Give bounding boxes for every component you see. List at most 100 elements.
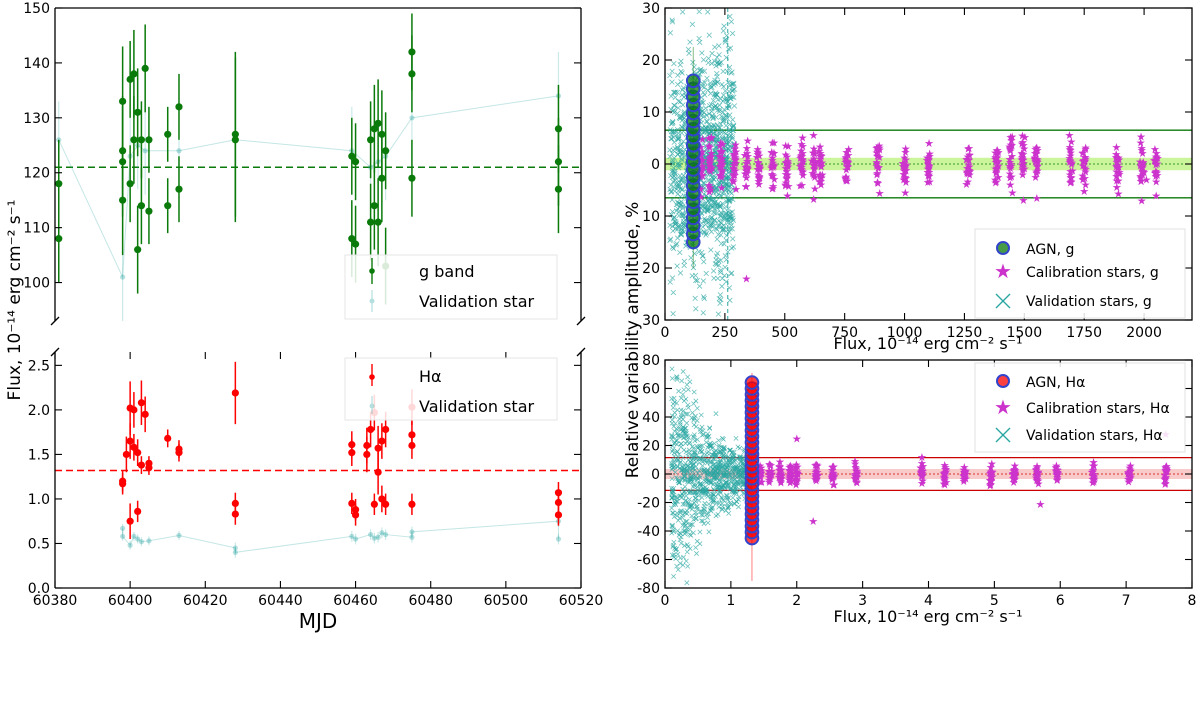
validation-star-cross (697, 508, 703, 514)
calibration-star-point: ★ (715, 150, 725, 163)
validation-star-cross (700, 512, 706, 518)
calibration-star-point: ★ (785, 472, 795, 485)
calibration-star-point: ★ (898, 160, 908, 173)
calibration-star-point: ★ (768, 169, 778, 182)
calibration-star-point: ★ (1030, 147, 1040, 160)
validation-star-cross (673, 208, 680, 214)
x-tick-label: 5 (990, 593, 999, 609)
calibration-star-point: ★ (872, 147, 882, 160)
calibration-star-point: ★ (1018, 168, 1028, 181)
validation-star-cross (720, 28, 727, 34)
calibration-star-point: ★ (900, 186, 910, 199)
validation-star-cross (672, 399, 678, 405)
calibration-star-point: ★ (797, 179, 807, 192)
bottom-right-xlabel: Flux, 10⁻¹⁴ erg cm⁻² s⁻¹ (833, 607, 1022, 626)
calibration-star-point: ★ (940, 472, 950, 485)
validation-star-cross (722, 210, 729, 217)
validation-star-cross (714, 143, 720, 149)
calibration-star-point: ★ (741, 157, 751, 170)
validation-star-cross (728, 18, 735, 25)
validation-star-cross (672, 414, 678, 420)
calibration-star-point: ★ (1081, 163, 1091, 176)
calibration-star-point: ★ (698, 154, 708, 167)
validation-star-cross (708, 247, 714, 253)
calibration-star-point: ★ (783, 169, 793, 182)
calibration-star-point: ★ (1005, 141, 1015, 154)
calibration-star-point: ★ (1020, 131, 1030, 144)
validation-star-cross (724, 175, 730, 181)
calibration-star-outlier: ★ (808, 515, 818, 528)
calibration-star-point: ★ (731, 138, 741, 151)
calibration-star-point: ★ (767, 146, 777, 159)
calibration-star-point: ★ (793, 468, 803, 481)
validation-star-cross (716, 218, 722, 224)
calibration-star-point: ★ (813, 466, 823, 479)
calibration-star-point: ★ (1114, 187, 1124, 200)
validation-star-cross (678, 540, 684, 546)
calibration-star-point: ★ (1032, 466, 1042, 479)
calibration-star-point: ★ (900, 165, 910, 178)
y-tick-label: -60 (637, 553, 660, 569)
validation-star-cross (671, 441, 677, 447)
calibration-star-point: ★ (959, 469, 969, 482)
calibration-star-point: ★ (1065, 143, 1075, 156)
calibration-star-point: ★ (852, 468, 862, 481)
validation-star-cross (692, 449, 698, 455)
data-point (130, 406, 138, 414)
calibration-star-point: ★ (791, 463, 801, 476)
x-tick-label: 60520 (559, 593, 604, 609)
data-point (374, 218, 382, 226)
calibration-star-point: ★ (1031, 147, 1041, 160)
y-tick-label: -20 (637, 496, 660, 512)
validation-star-cross (680, 426, 686, 432)
validation-star-cross (707, 464, 713, 470)
validation-star-cross (681, 520, 687, 526)
validation-star-cross (729, 459, 735, 465)
calibration-star-point: ★ (1065, 156, 1075, 169)
calibration-star-point: ★ (716, 169, 726, 182)
calibration-star-point: ★ (743, 155, 753, 168)
validation-star-cross (677, 560, 683, 566)
validation-star-cross (710, 498, 716, 504)
data-point (126, 437, 134, 445)
calibration-star-point: ★ (872, 156, 882, 169)
calibration-star-point: ★ (961, 468, 971, 481)
calibration-star-point: ★ (940, 474, 950, 487)
data-point (231, 510, 239, 518)
calibration-star-point: ★ (1151, 153, 1161, 166)
validation-star-cross (706, 501, 712, 507)
calibration-star-point: ★ (959, 473, 969, 486)
calibration-star-point: ★ (817, 169, 827, 182)
calibration-star-point: ★ (986, 461, 996, 474)
validation-star-cross (717, 300, 723, 307)
calibration-star-point: ★ (810, 155, 820, 168)
calibration-star-point: ★ (1030, 153, 1040, 166)
validation-star-cross (670, 589, 674, 593)
calibration-star-point: ★ (875, 141, 885, 154)
validation-star-cross (732, 484, 738, 490)
calibration-star-point: ★ (817, 150, 827, 163)
calibration-star-point: ★ (811, 469, 821, 482)
data-point (164, 130, 172, 138)
validation-star-cross (700, 518, 706, 524)
legend-label-validation-star-2: Validation star (419, 397, 535, 416)
validation-star-cross (730, 81, 737, 87)
calibration-star-point: ★ (1017, 153, 1027, 166)
validation-star-cross (667, 279, 673, 285)
calibration-star-point: ★ (742, 147, 752, 160)
calibration-star-point: ★ (808, 146, 818, 159)
calibration-star-point: ★ (731, 145, 741, 158)
data-point (374, 119, 382, 127)
calibration-star-point: ★ (1124, 467, 1134, 480)
validation-star-point (176, 148, 182, 154)
validation-star-cross (719, 275, 725, 282)
validation-star-cross (707, 125, 713, 132)
calibration-star-point: ★ (752, 151, 762, 164)
calibration-star-point: ★ (1161, 464, 1171, 477)
validation-star-cross (733, 484, 739, 489)
validation-star-cross (726, 510, 732, 516)
calibration-star-point: ★ (1066, 146, 1076, 159)
y-tick-label: 110 (23, 221, 50, 237)
validation-star-cross (677, 148, 683, 155)
